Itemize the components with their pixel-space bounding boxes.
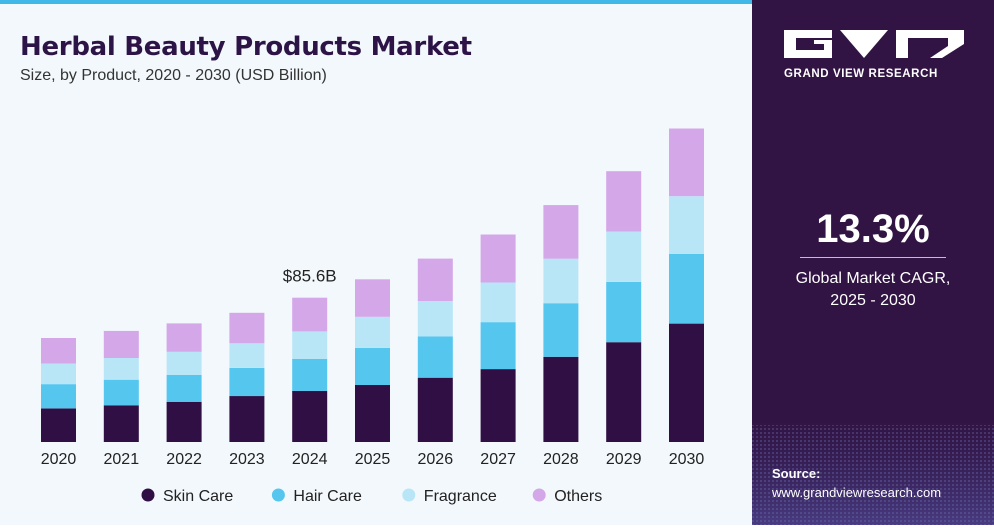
bar-hair-care-2025: [355, 347, 390, 385]
bar-others-2028: [543, 205, 579, 259]
x-tick-label: 2021: [104, 451, 140, 468]
x-tick-label: 2022: [166, 451, 202, 468]
bar-others-2020: [41, 338, 76, 364]
bar-hair-care-2030: [669, 254, 704, 324]
bar-skin-care-2028: [543, 356, 579, 442]
bar-fragrance-2027: [480, 282, 516, 323]
bar-skin-care-2026: [417, 377, 453, 442]
bar-others-2023: [229, 312, 265, 344]
bar-others-2026: [417, 258, 453, 302]
bar-hair-care-2029: [606, 281, 642, 343]
bar-fragrance-2029: [606, 231, 642, 282]
bar-skin-care-2023: [229, 396, 265, 442]
x-tick-label: 2020: [41, 451, 77, 468]
legend-marker-hair-care: [271, 488, 285, 502]
cagr-label: Global Market CAGR, 2025 - 2030: [752, 268, 994, 312]
x-tick-label: 2025: [355, 451, 391, 468]
x-tick-label: 2028: [543, 451, 579, 468]
bar-hair-care-2028: [543, 303, 579, 357]
bar-skin-care-2021: [103, 405, 139, 442]
cagr-label-line1: Global Market CAGR,: [795, 270, 951, 287]
grand-view-research-logo: [784, 30, 964, 58]
bar-hair-care-2020: [41, 384, 76, 409]
bar-fragrance-2026: [417, 301, 453, 337]
bar-skin-care-2030: [669, 323, 704, 442]
bar-others-2024: [292, 297, 328, 332]
bar-others-2022: [166, 323, 202, 352]
legend-marker-fragrance: [402, 488, 416, 502]
x-tick-label: 2029: [606, 451, 642, 468]
chart-subtitle: Size, by Product, 2020 - 2030 (USD Billi…: [20, 67, 327, 84]
bar-skin-care-2020: [41, 408, 76, 442]
x-tick-label: 2026: [418, 451, 454, 468]
stacked-bar-chart: 2020 2021 2022 2023 2024 $85.6B 2025 2026 2027 20…: [41, 128, 705, 505]
x-tick-label: 2027: [480, 451, 516, 468]
bar-skin-care-2029: [606, 342, 642, 442]
bar-fragrance-2024: [292, 331, 328, 359]
bar-fragrance-2021: [103, 357, 139, 380]
bar-hair-care-2021: [103, 379, 139, 406]
bar-skin-care-2024: [292, 391, 328, 442]
legend-label: Fragrance: [424, 488, 497, 505]
legend-marker-others: [532, 488, 546, 502]
bar-others-2027: [480, 234, 516, 283]
cagr-label-line2: 2025 - 2030: [830, 292, 916, 309]
cagr-value: 13.3%: [816, 207, 930, 251]
bar-hair-care-2026: [417, 336, 453, 378]
bar-fragrance-2023: [229, 343, 265, 368]
bar-others-2025: [355, 279, 390, 317]
x-tick-label: 2023: [229, 451, 265, 468]
source-label: Source:: [772, 466, 821, 481]
sidebar-panel: GRAND VIEW RESEARCH 13.3% Global Market …: [752, 0, 994, 525]
bar-skin-care-2027: [480, 369, 516, 442]
legend-label: Skin Care: [163, 488, 233, 505]
cagr-divider: [800, 257, 946, 258]
bar-fragrance-2022: [166, 351, 202, 375]
bar-others-2029: [606, 171, 642, 232]
bar-skin-care-2022: [166, 401, 202, 442]
bar-hair-care-2022: [166, 375, 202, 402]
bar-others-2021: [103, 330, 139, 358]
bar-skin-care-2025: [355, 385, 390, 442]
bar-hair-care-2027: [480, 322, 516, 370]
x-tick-label: 2024: [292, 451, 328, 468]
bar-hair-care-2023: [229, 368, 265, 397]
bar-fragrance-2030: [669, 196, 704, 254]
chart-title: Herbal Beauty Products Market: [20, 32, 472, 62]
bar-hair-care-2024: [292, 358, 328, 391]
legend-label: Hair Care: [293, 488, 362, 505]
source-link[interactable]: www.grandviewresearch.com: [772, 485, 942, 500]
legend-label: Others: [554, 488, 602, 505]
legend-marker-skin-care: [141, 488, 155, 502]
bar-fragrance-2025: [355, 316, 390, 348]
x-tick-label: 2030: [669, 451, 705, 468]
bar-annotation: $85.6B: [283, 267, 337, 286]
bar-fragrance-2020: [41, 363, 76, 385]
sidebar-decoration: [752, 30, 994, 525]
chart-panel: Herbal Beauty Products Market Size, by P…: [0, 0, 752, 525]
bar-others-2030: [669, 128, 704, 197]
brand-name: GRAND VIEW RESEARCH: [784, 68, 938, 80]
bar-fragrance-2028: [543, 258, 579, 304]
